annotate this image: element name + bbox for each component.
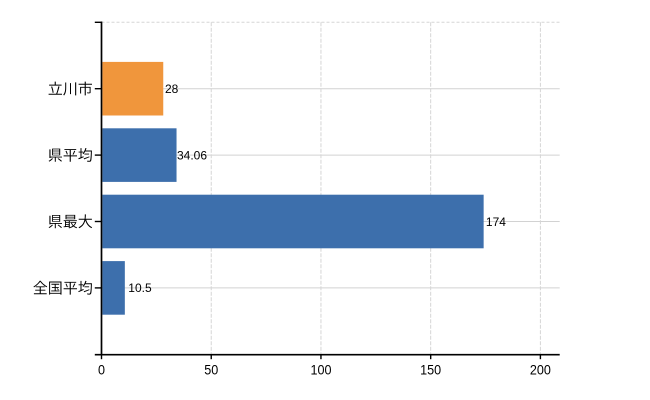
svg-text:100: 100 (310, 362, 331, 378)
svg-text:10.5: 10.5 (128, 281, 152, 295)
svg-text:34.06: 34.06 (177, 148, 207, 162)
svg-text:150: 150 (420, 362, 441, 378)
svg-text:50: 50 (204, 362, 218, 378)
svg-text:200: 200 (530, 362, 551, 378)
svg-text:28: 28 (165, 82, 179, 96)
svg-text:0: 0 (98, 362, 105, 378)
svg-text:174: 174 (486, 215, 506, 229)
